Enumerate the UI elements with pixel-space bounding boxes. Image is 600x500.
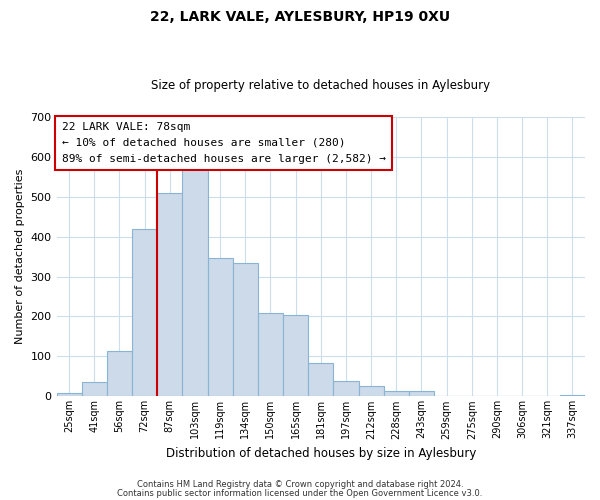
Bar [308,363,334,396]
Text: Contains public sector information licensed under the Open Government Licence v3: Contains public sector information licen… [118,488,482,498]
Bar [56,393,82,396]
Text: Contains HM Land Registry data © Crown copyright and database right 2024.: Contains HM Land Registry data © Crown c… [137,480,463,489]
Bar [409,391,434,396]
Text: 22, LARK VALE, AYLESBURY, HP19 0XU: 22, LARK VALE, AYLESBURY, HP19 0XU [150,10,450,24]
Bar [82,382,107,396]
Bar [334,381,359,396]
Bar [157,192,182,396]
Y-axis label: Number of detached properties: Number of detached properties [15,169,25,344]
X-axis label: Distribution of detached houses by size in Aylesbury: Distribution of detached houses by size … [166,447,476,460]
Bar [208,258,233,396]
Title: Size of property relative to detached houses in Aylesbury: Size of property relative to detached ho… [151,79,490,92]
Text: 22 LARK VALE: 78sqm
← 10% of detached houses are smaller (280)
89% of semi-detac: 22 LARK VALE: 78sqm ← 10% of detached ho… [62,122,386,164]
Bar [132,230,157,396]
Bar [233,264,258,396]
Bar [283,316,308,396]
Bar [359,386,383,396]
Bar [560,395,585,396]
Bar [107,352,132,397]
Bar [383,391,409,396]
Bar [258,312,283,396]
Bar [182,166,208,396]
